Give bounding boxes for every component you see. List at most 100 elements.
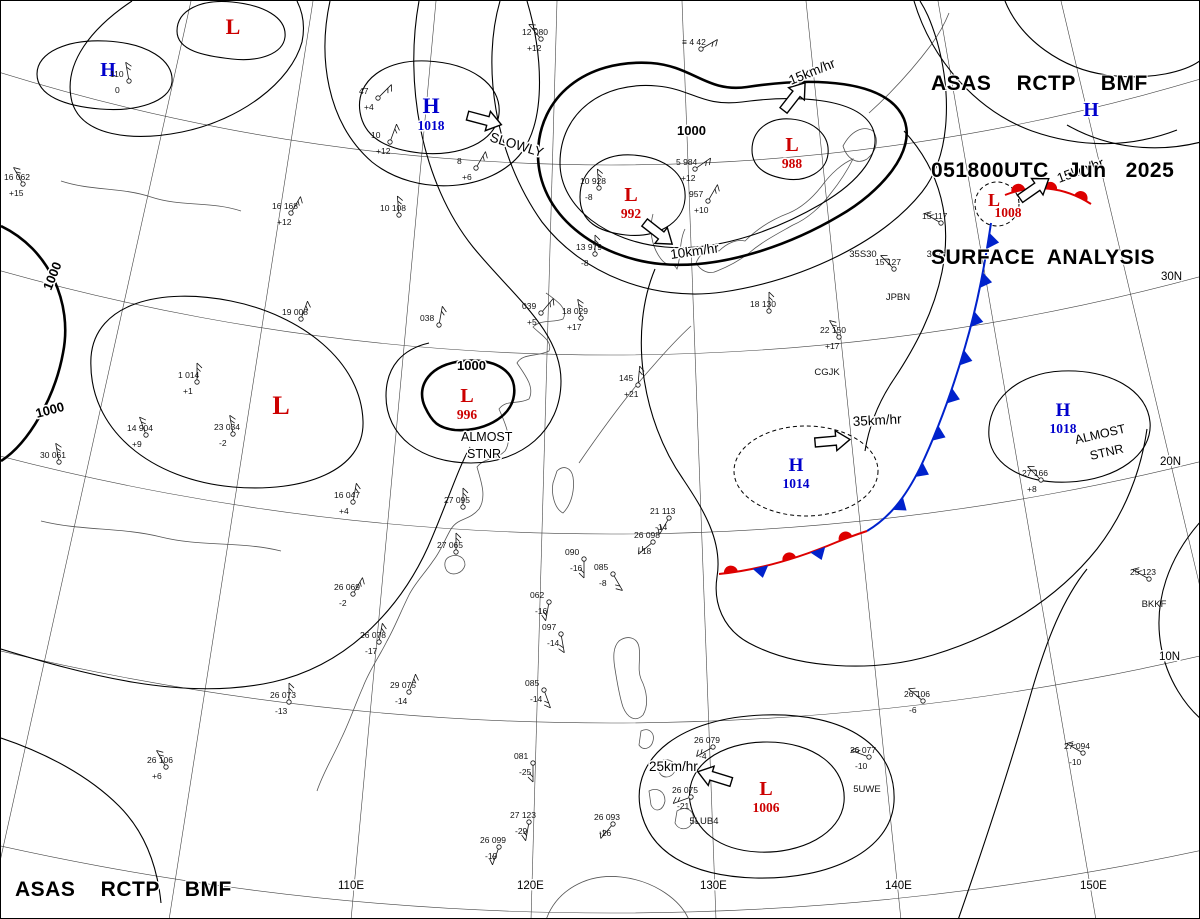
station-circle-icon [938, 220, 944, 226]
station-value-top: 085 [594, 562, 608, 572]
station-value-bottom: -25 [519, 767, 532, 777]
isobar [324, 1, 540, 187]
station-plot: 1 014 +1 [178, 362, 203, 396]
station-plot: 26 099 -19 [480, 835, 506, 866]
station-value-top: 10 108 [380, 203, 406, 213]
wind-barb-tick-icon [594, 239, 599, 244]
warm-front [1004, 187, 1092, 205]
wind-barb-shaft-icon [908, 688, 922, 700]
cold-front-triangle [892, 497, 907, 511]
pressure-center-H: H [99, 58, 118, 83]
station-value-top: 27 123 [510, 810, 536, 820]
wind-barb-tick-icon [13, 167, 21, 170]
wind-barb-tick-icon [288, 682, 295, 689]
wind-barb-tick-icon [15, 171, 21, 174]
station-value-top: 26 098 [634, 530, 660, 540]
dashed-isobar-circle [733, 425, 879, 517]
fronts [718, 181, 1092, 578]
warm-front-semicircle [723, 565, 738, 574]
station-circle-icon [496, 844, 502, 850]
wind-barb-tick-icon [196, 362, 203, 369]
isobar-thick [536, 61, 908, 267]
wind-barb-shaft-icon [596, 169, 600, 186]
wind-barb-tick-icon [660, 525, 663, 531]
map-label: 130E [700, 880, 727, 892]
isobar [491, 1, 947, 295]
station-circle-icon [692, 166, 698, 172]
station-value-bottom: -21 [677, 801, 690, 811]
station-circle-icon [538, 310, 544, 316]
wind-barb-tick-icon [521, 834, 527, 841]
wind-barb-tick-icon [455, 537, 460, 542]
wind-barb-shaft-icon [379, 623, 383, 640]
station-value-top: 26 073 [270, 690, 296, 700]
station-value-top: 26 106 [147, 755, 173, 765]
station-circle-icon [163, 764, 169, 770]
wind-barb-tick-icon [714, 188, 717, 194]
station-value-bottom: -16 [535, 606, 548, 616]
station-value-top: 26 093 [594, 812, 620, 822]
station-circle-icon [453, 549, 459, 555]
wind-barb-shaft-icon [1027, 466, 1040, 479]
wind-barb-tick-icon [639, 365, 645, 372]
station-circle-icon [20, 181, 26, 187]
wind-barb-tick-icon [288, 687, 293, 692]
wind-barb-tick-icon [196, 367, 201, 372]
wind-barb-tick-icon [141, 421, 146, 425]
station-circle-icon [56, 459, 62, 465]
station-circle-icon [396, 212, 402, 218]
wind-barb-tick-icon [415, 673, 419, 681]
wind-barb-shaft-icon [708, 184, 718, 200]
wind-barb-shaft-icon [659, 519, 669, 535]
pressure-center-L: L [224, 13, 242, 41]
wind-barb-shaft-icon [291, 196, 301, 212]
station-value-bottom: -8 [599, 578, 607, 588]
warm-front-semicircle [1011, 183, 1026, 193]
station-value-bottom: -6 [909, 705, 917, 715]
station-value-bottom: -13 [275, 706, 288, 716]
isobar [640, 268, 1148, 667]
wind-barb-tick-icon [831, 324, 837, 327]
station-plot: 30 061 [40, 442, 66, 465]
station-plot: 26 077 -10 [850, 745, 876, 771]
pressure-center-value: 1018 [1050, 421, 1077, 436]
station-value-bottom: +6 [152, 771, 162, 781]
station-plot: 26 106 -6 [904, 687, 930, 715]
wind-barb-tick-icon [638, 547, 640, 555]
wind-barb-tick-icon [455, 532, 462, 539]
wind-barb-tick-icon [397, 200, 402, 205]
wind-barb-tick-icon [441, 310, 445, 316]
station-circle-icon [286, 699, 292, 705]
station-plot: 15 117 [922, 211, 948, 226]
wind-barb-tick-icon [355, 487, 359, 493]
cold-front [866, 222, 992, 532]
wind-barb-tick-icon [158, 754, 164, 757]
station-plot: 27 123 -29 [510, 810, 536, 841]
wind-barb-shaft-icon [880, 255, 893, 268]
station-value-top: 10 928 [580, 176, 606, 186]
station-plot: 085 -8 [594, 562, 623, 591]
station-value-bottom: +4 [364, 102, 374, 112]
movement-arrow [1016, 177, 1050, 204]
wind-barb-tick-icon [139, 416, 147, 421]
coastline [546, 876, 689, 918]
pressure-center-H: H [1082, 98, 1101, 123]
station-plot: 10 928 -8 [580, 168, 606, 202]
station-value-top: 47 [359, 86, 369, 96]
wind-barb-shaft-icon [673, 797, 689, 804]
map-label: ALMOST [461, 430, 513, 444]
station-plot: 29 075 -14 [390, 673, 419, 706]
pressure-center-letter: L [460, 385, 473, 407]
wind-barb-shaft-icon [600, 825, 612, 839]
isobar-thick [1, 224, 67, 463]
station-circle-icon [558, 631, 564, 637]
station-value-top: 26 078 [360, 630, 386, 640]
station-circle-icon [766, 308, 772, 314]
coastline [552, 467, 574, 514]
wind-barb-tick-icon [558, 648, 565, 654]
